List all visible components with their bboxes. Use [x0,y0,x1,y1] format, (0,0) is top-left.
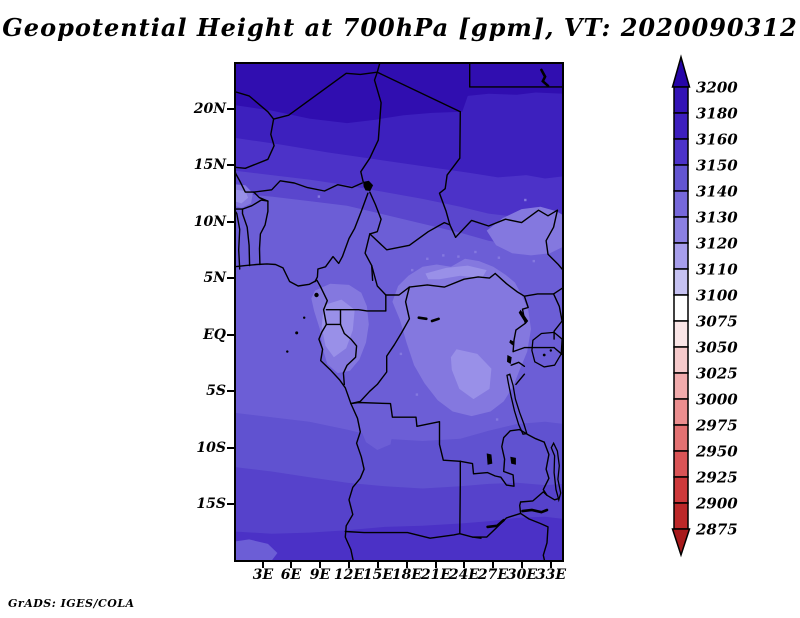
colorbar-label: 3130 [696,209,738,227]
lat-tick-label: EQ [203,327,226,343]
lat-tick-label: 15N [193,157,226,173]
colorbar-label: 3050 [696,339,738,357]
lat-tick-label: 5N [203,270,226,286]
lon-tick-label: 6E [280,567,302,583]
colorbar-segment [673,424,689,452]
lon-tick-mark [521,562,523,568]
colorbar-segment [673,164,689,192]
colorbar-label: 3120 [696,235,738,253]
lon-tick-mark [262,562,264,568]
colorbar-label: 3000 [696,391,738,409]
lon-tick-mark [406,562,408,568]
lon-tick-label: 3E [252,567,274,583]
colorbar-segment [673,138,689,166]
colorbar-segment [673,502,689,530]
lat-tick-label: 10N [193,214,226,230]
colorbar-segment [673,112,689,140]
lon-tick-label: 21E [420,567,452,583]
lon-tick-mark [348,562,350,568]
lat-tick-label: 20N [193,101,226,117]
lat-tick-mark [227,503,234,505]
colorbar-bottom-arrow [671,528,691,558]
lon-tick-mark [492,562,494,568]
colorbar: 3200 3180 3160 3150 3140 3130 3120 3110 3100 3075… [671,54,738,558]
colorbar-label: 3200 [696,79,738,97]
colorbar-label: 3180 [696,105,738,123]
colorbar-segment [673,372,689,400]
lon-tick-label: 30E [506,567,538,583]
lat-tick-label: 10S [196,440,226,456]
lon-tick-mark [550,562,552,568]
lat-tick-mark [227,164,234,166]
lon-tick-label: 9E [309,567,331,583]
colorbar-label: 3100 [696,287,738,305]
lon-tick-label: 15E [362,567,394,583]
colorbar-label: 3140 [696,183,738,201]
lon-tick-mark [435,562,437,568]
colorbar-label: 3025 [696,365,738,383]
grads-credit: GrADS: IGES/COLA [8,597,135,610]
colorbar-segment [673,476,689,504]
lon-tick-label: 27E [477,567,509,583]
colorbar-segment [673,320,689,348]
lon-tick-mark [463,562,465,568]
colorbar-segment [673,86,689,114]
plot-title: Geopotential Height at 700hPa [gpm], VT:… [2,13,798,42]
lat-tick-mark [227,221,234,223]
colorbar-label: 2975 [695,417,738,435]
colorbar-label: 2925 [695,469,738,487]
lat-tick-label: 5S [206,383,226,399]
lat-tick-label: 15S [196,496,226,512]
colorbar-segment [673,398,689,426]
colorbar-segment [673,242,689,270]
colorbar-label: 3160 [696,131,738,149]
lon-tick-label: 24E [448,567,480,583]
colorbar-segment [673,216,689,244]
colorbar-label: 3150 [696,157,738,175]
lat-tick-mark [227,108,234,110]
colorbar-label: 3075 [696,313,738,331]
lat-tick-mark [227,334,234,336]
colorbar-label: 2875 [695,521,738,539]
lon-tick-label: 18E [391,567,423,583]
colorbar-segment [673,294,689,322]
colorbar-label: 2950 [695,443,738,461]
colorbar-top-arrow [671,54,691,88]
lon-tick-label: 12E [333,567,365,583]
lon-tick-mark [290,562,292,568]
colorbar-segment [673,268,689,296]
lon-tick-mark [377,562,379,568]
colorbar-label: 3110 [696,261,738,279]
colorbar-segment [673,346,689,374]
map-plot [234,62,564,562]
colorbar-segment [673,450,689,478]
colorbar-segment [673,190,689,218]
lat-tick-mark [227,390,234,392]
lat-tick-mark [227,447,234,449]
lon-tick-mark [319,562,321,568]
colorbar-label: 2900 [695,495,738,513]
lon-tick-label: 33E [535,567,567,583]
lat-tick-mark [227,277,234,279]
